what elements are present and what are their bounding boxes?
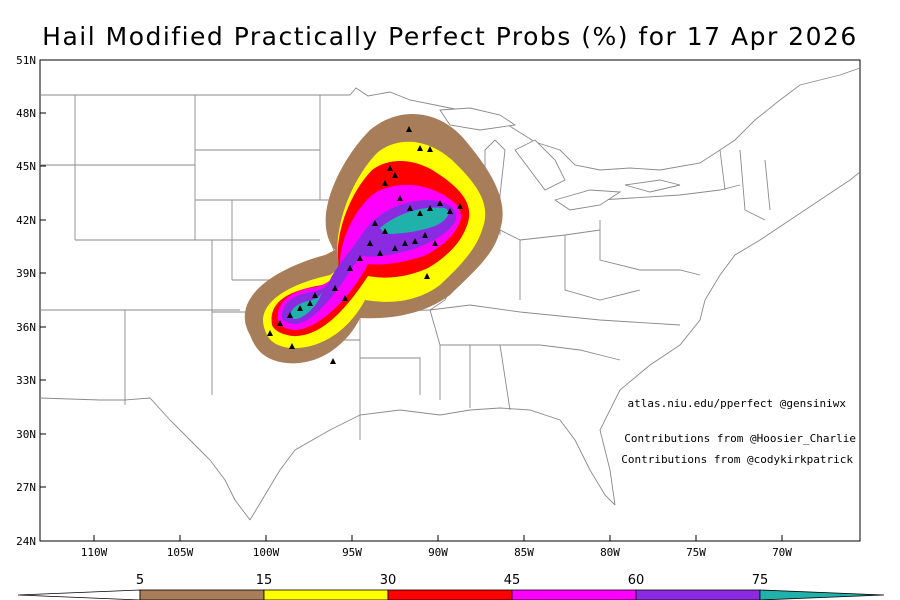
lat-label: 27N <box>16 481 36 494</box>
lat-label: 33N <box>16 374 36 387</box>
axis-ticks <box>40 59 783 542</box>
lon-label: 70W <box>772 546 792 559</box>
lon-label: 80W <box>600 546 620 559</box>
colorbar-segment-15 <box>263 589 389 600</box>
lon-label: 105W <box>167 546 194 559</box>
colorbar-label: 75 <box>752 573 769 588</box>
lat-label: 36N <box>16 321 36 334</box>
colorbar-segment-5 <box>139 589 265 600</box>
longitude-labels: 110W 105W 100W 95W 90W 85W 80W 75W 70W <box>81 546 793 559</box>
lon-label: 110W <box>81 546 108 559</box>
map-title: Hail Modified Practically Perfect Probs … <box>42 22 858 51</box>
lon-label: 100W <box>253 546 280 559</box>
colorbar-label: 30 <box>380 573 397 588</box>
hail-probability-contours <box>244 113 503 364</box>
lon-label: 95W <box>342 546 362 559</box>
lat-label: 51N <box>16 54 36 67</box>
lat-label: 45N <box>16 160 36 173</box>
lat-label: 39N <box>16 267 36 280</box>
colorbar-label: 45 <box>504 573 521 588</box>
colorbar-left-arrow <box>17 589 141 600</box>
lat-label: 24N <box>16 535 36 548</box>
lon-label: 90W <box>428 546 448 559</box>
colorbar-segment-30 <box>387 589 513 600</box>
colorbar-segment-45 <box>511 589 637 600</box>
colorbar-label: 60 <box>628 573 645 588</box>
lat-label: 42N <box>16 214 36 227</box>
lat-label: 48N <box>16 107 36 120</box>
credit-site: atlas.niu.edu/pperfect @gensiniwx <box>627 397 846 410</box>
credit-contrib-2: Contributions from @codykirkpatrick <box>621 453 853 466</box>
colorbar: 5 15 30 45 60 75 <box>17 573 885 600</box>
prob-contour-75 <box>290 207 449 319</box>
latitude-labels: 51N 48N 45N 42N 39N 36N 33N 30N 27N 24N <box>16 54 36 548</box>
colorbar-segment-60 <box>635 589 761 600</box>
colorbar-label: 15 <box>256 573 273 588</box>
lon-label: 75W <box>686 546 706 559</box>
lat-label: 30N <box>16 428 36 441</box>
great-lakes <box>439 107 681 211</box>
credit-contrib-1: Contributions from @Hoosier_Charlie <box>624 432 856 445</box>
lon-label: 85W <box>514 546 534 559</box>
hail-reports <box>267 126 463 364</box>
colorbar-segment-75 <box>759 589 885 600</box>
colorbar-label: 5 <box>136 573 144 588</box>
